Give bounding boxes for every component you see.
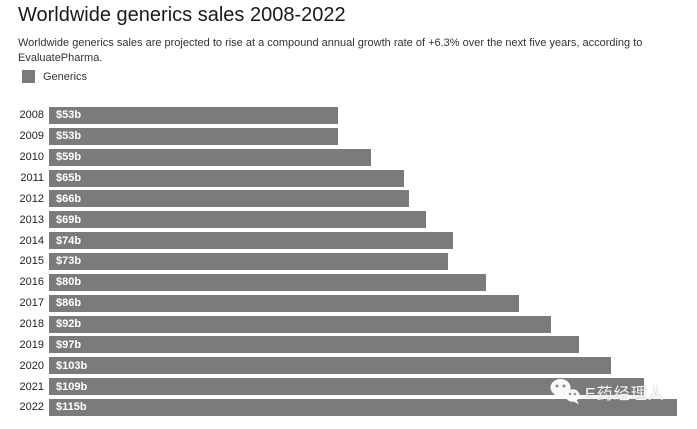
bar-track: $97b bbox=[49, 336, 677, 354]
chart-row: 2012 $66b bbox=[0, 188, 697, 209]
legend-swatch-icon bbox=[22, 70, 35, 83]
year-label: 2018 bbox=[19, 318, 44, 331]
bar-value-label: $53b bbox=[56, 130, 82, 143]
year-label: 2016 bbox=[19, 276, 44, 289]
chart-row: 2010 $59b bbox=[0, 147, 697, 168]
bar-track: $65b bbox=[49, 169, 677, 187]
bar-value-label: $73b bbox=[56, 255, 82, 268]
bar-track: $103b bbox=[49, 357, 677, 375]
bar: $59b bbox=[49, 148, 372, 166]
bar-track: $80b bbox=[49, 273, 677, 291]
chart-row: 2020 $103b bbox=[0, 355, 697, 376]
chart-row: 2022 $115b bbox=[0, 397, 697, 418]
bar: $115b bbox=[49, 398, 677, 416]
bar-chart: 2008 $53b 2009 $53b 2010 $59b 2011 $65b 2012 $66b… bbox=[0, 105, 697, 418]
chart-row: 2018 $92b bbox=[0, 314, 697, 335]
chart-row: 2016 $80b bbox=[0, 272, 697, 293]
chart-row: 2013 $69b bbox=[0, 209, 697, 230]
bar-track: $92b bbox=[49, 315, 677, 333]
year-label: 2019 bbox=[19, 338, 44, 351]
chart-title: Worldwide generics sales 2008-2022 bbox=[18, 4, 346, 26]
bar-track: $109b bbox=[49, 378, 677, 396]
bar-track: $59b bbox=[49, 148, 677, 166]
bar-value-label: $53b bbox=[56, 109, 82, 122]
bar: $92b bbox=[49, 315, 552, 333]
bar: $109b bbox=[49, 378, 645, 396]
bar-track: $69b bbox=[49, 211, 677, 229]
bar: $86b bbox=[49, 294, 519, 312]
bar-value-label: $86b bbox=[56, 297, 82, 310]
year-label: 2020 bbox=[19, 359, 44, 372]
bar-track: $53b bbox=[49, 127, 677, 145]
bar-value-label: $66b bbox=[56, 192, 82, 205]
bar: $53b bbox=[49, 106, 339, 124]
bar-value-label: $97b bbox=[56, 338, 82, 351]
legend: Generics bbox=[22, 70, 87, 83]
year-label: 2010 bbox=[19, 151, 44, 164]
bar-track: $86b bbox=[49, 294, 677, 312]
chart-row: 2017 $86b bbox=[0, 293, 697, 314]
year-label: 2015 bbox=[19, 255, 44, 268]
bar-track: $115b bbox=[49, 398, 677, 416]
bar-track: $53b bbox=[49, 106, 677, 124]
bar-value-label: $80b bbox=[56, 276, 82, 289]
bar: $97b bbox=[49, 336, 579, 354]
chart-row: 2014 $74b bbox=[0, 230, 697, 251]
year-label: 2009 bbox=[19, 130, 44, 143]
chart-subtitle: Worldwide generics sales are projected t… bbox=[18, 37, 643, 64]
bar-track: $74b bbox=[49, 232, 677, 250]
bar-track: $73b bbox=[49, 252, 677, 270]
bar-value-label: $109b bbox=[56, 380, 88, 393]
bar: $66b bbox=[49, 190, 410, 208]
bar-track: $66b bbox=[49, 190, 677, 208]
bar: $103b bbox=[49, 357, 612, 375]
bar-value-label: $92b bbox=[56, 318, 82, 331]
bar: $73b bbox=[49, 252, 448, 270]
legend-label: Generics bbox=[43, 70, 88, 83]
chart-row: 2021 $109b bbox=[0, 376, 697, 397]
bar-value-label: $103b bbox=[56, 359, 88, 372]
year-label: 2017 bbox=[19, 297, 44, 310]
bar: $65b bbox=[49, 169, 404, 187]
year-label: 2012 bbox=[19, 192, 44, 205]
bar-value-label: $65b bbox=[56, 172, 82, 184]
chart-row: 2011 $65b bbox=[0, 168, 697, 189]
bar: $74b bbox=[49, 232, 454, 250]
year-label: 2021 bbox=[19, 380, 44, 393]
bar: $80b bbox=[49, 273, 486, 291]
year-label: 2013 bbox=[19, 213, 44, 226]
bar: $53b bbox=[49, 127, 339, 145]
year-label: 2022 bbox=[19, 401, 44, 414]
bar-value-label: $59b bbox=[56, 151, 82, 164]
chart-row: 2015 $73b bbox=[0, 251, 697, 272]
chart-row: 2019 $97b bbox=[0, 334, 697, 355]
year-label: 2008 bbox=[19, 109, 44, 122]
bar: $69b bbox=[49, 211, 426, 229]
year-label: 2014 bbox=[19, 234, 44, 247]
bar-value-label: $74b bbox=[56, 234, 82, 247]
chart-row: 2009 $53b bbox=[0, 126, 697, 147]
year-label: 2011 bbox=[20, 172, 44, 184]
bar-value-label: $69b bbox=[56, 213, 82, 226]
chart-row: 2008 $53b bbox=[0, 105, 697, 126]
bar-value-label: $115b bbox=[56, 401, 87, 414]
